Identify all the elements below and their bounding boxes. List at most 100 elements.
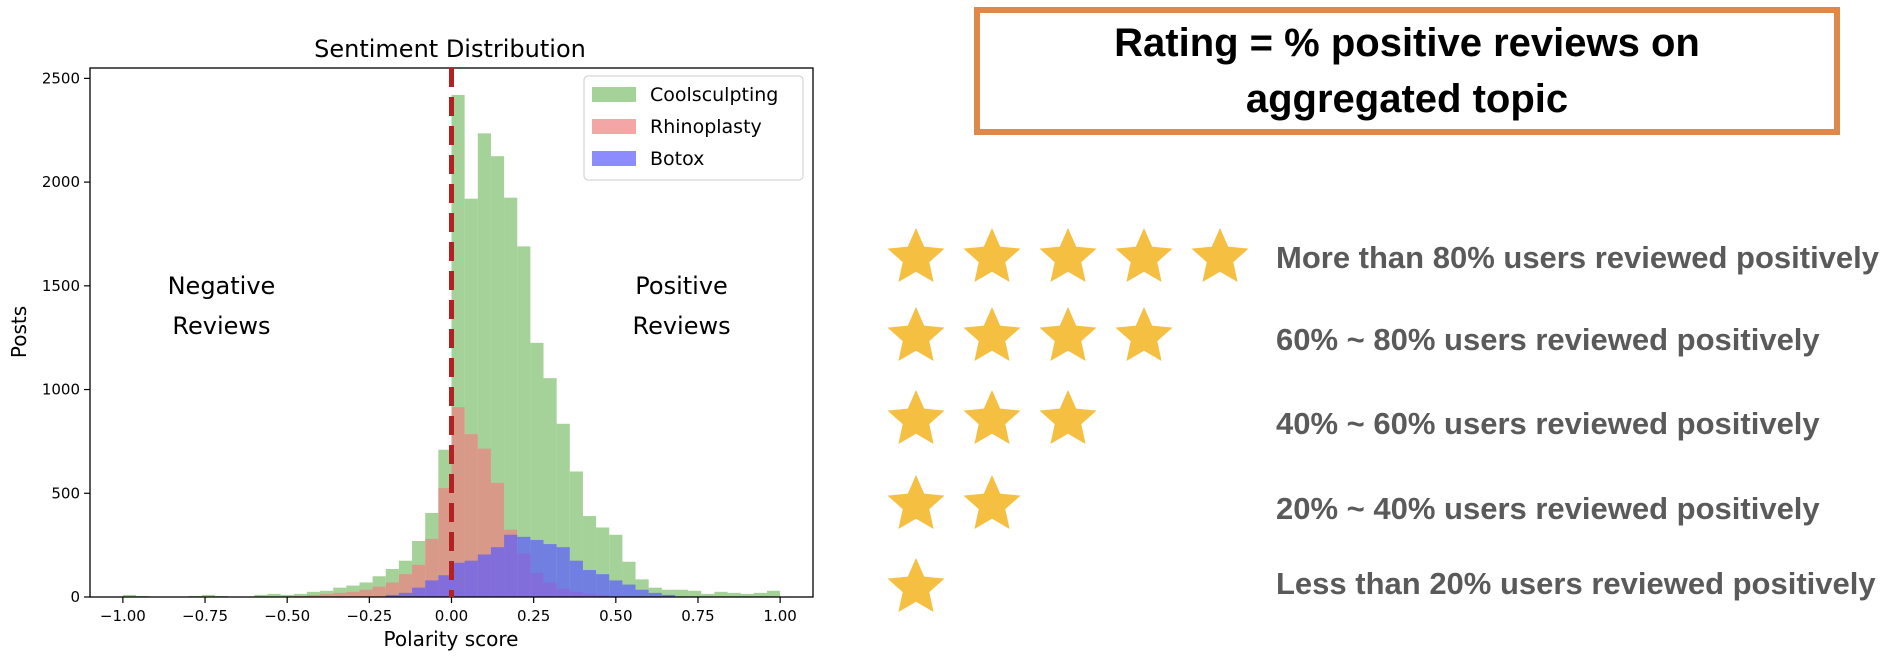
star-legend-row: 40% ~ 60% users reviewed positively bbox=[884, 388, 1898, 458]
coolsculpting-bar bbox=[280, 594, 294, 597]
botox-bar bbox=[609, 580, 623, 597]
rating-definition-box: Rating = % positive reviews on aggregate… bbox=[974, 7, 1840, 135]
annotation-text: Positive bbox=[635, 272, 728, 300]
botox-bar bbox=[635, 589, 649, 597]
star-icon bbox=[1112, 305, 1176, 367]
botox-bar bbox=[477, 554, 491, 597]
coolsculpting-bar bbox=[267, 593, 281, 597]
x-axis-ticks: −1.00 −0.75 −0.50 −0.25 0.00 0.25 0.50 0.75 1.00 bbox=[100, 597, 797, 625]
coolsculpting-bar bbox=[254, 594, 268, 597]
legend-frame bbox=[583, 75, 804, 181]
star-icon bbox=[884, 305, 948, 367]
star-legend-label: 20% ~ 40% users reviewed positively bbox=[1276, 491, 1820, 526]
annotation-text: Reviews bbox=[172, 312, 270, 340]
chart-legend: Coolsculpting Rhinoplasty Botox bbox=[583, 75, 804, 181]
y-tick-label: 2500 bbox=[42, 69, 80, 87]
botox-bar bbox=[661, 594, 675, 597]
x-axis-label: Polarity score bbox=[384, 627, 519, 651]
x-tick-label: −1.00 bbox=[100, 607, 146, 625]
star-icon bbox=[1036, 305, 1100, 367]
rating-definition-line-1: Rating = % positive reviews on bbox=[1114, 21, 1700, 65]
star-icon bbox=[960, 388, 1024, 450]
coolsculpting-bar bbox=[648, 587, 662, 597]
star-legend-label: 60% ~ 80% users reviewed positively bbox=[1276, 322, 1820, 357]
y-tick-label: 500 bbox=[51, 484, 80, 502]
botox-bar bbox=[490, 547, 505, 597]
x-tick-label: 0.25 bbox=[517, 607, 550, 625]
coolsculpting-bar bbox=[740, 593, 754, 597]
botox-bar bbox=[385, 594, 399, 597]
chart-title: Sentiment Distribution bbox=[314, 35, 586, 63]
botox-bar bbox=[517, 536, 531, 597]
rhinoplasty-bar bbox=[359, 589, 373, 597]
y-tick-label: 0 bbox=[70, 588, 80, 606]
legend-swatch bbox=[592, 119, 636, 134]
botox-bar bbox=[622, 584, 636, 597]
chart-annotations: Negative Reviews Positive Reviews bbox=[168, 272, 731, 340]
coolsculpting-bar bbox=[293, 593, 307, 597]
star-icon bbox=[884, 556, 948, 618]
coolsculpting-bar bbox=[306, 591, 321, 597]
x-tick-label: 0.50 bbox=[599, 607, 632, 625]
botox-bar bbox=[438, 575, 452, 597]
rhinoplasty-bar bbox=[438, 488, 452, 597]
legend-swatch bbox=[592, 151, 636, 166]
coolsculpting-bar bbox=[753, 592, 767, 597]
rating-definition-text: Rating = % positive reviews on aggregate… bbox=[1114, 15, 1700, 127]
coolsculpting-bar bbox=[727, 592, 741, 597]
coolsculpting-bar bbox=[122, 594, 137, 597]
annotation-text: Negative bbox=[168, 272, 276, 300]
star-icon bbox=[884, 226, 948, 288]
coolsculpting-bar bbox=[333, 587, 347, 597]
x-tick-label: 1.00 bbox=[763, 607, 796, 625]
star-icon bbox=[960, 473, 1024, 535]
botox-bar bbox=[648, 592, 662, 597]
botox-bar bbox=[451, 562, 465, 597]
rhinoplasty-bar bbox=[372, 586, 386, 597]
coolsculpting-bar bbox=[701, 593, 715, 597]
rhinoplasty-bar bbox=[333, 592, 347, 597]
legend-label: Botox bbox=[650, 148, 704, 170]
botox-bar bbox=[596, 574, 610, 597]
rhinoplasty-bar bbox=[464, 434, 478, 597]
coolsculpting-bar bbox=[661, 589, 675, 597]
y-axis-ticks: 0 500 1000 1500 2000 2500 bbox=[42, 69, 90, 606]
coolsculpting-bar bbox=[674, 589, 689, 597]
sentiment-histogram: Sentiment Distribution −1.00 −0.75 −0.50 −0… bbox=[7, 35, 814, 651]
annotation-text: Reviews bbox=[632, 312, 730, 340]
rating-definition-line-2: aggregated topic bbox=[1245, 77, 1569, 121]
coolsculpting-bar bbox=[517, 246, 531, 597]
star-legend-row: Less than 20% users reviewed positively bbox=[884, 556, 1898, 626]
histogram-bars bbox=[122, 94, 781, 598]
coolsculpting-bar bbox=[766, 590, 781, 597]
botox-bar bbox=[582, 570, 597, 597]
star-legend-row: 20% ~ 40% users reviewed positively bbox=[884, 473, 1898, 543]
x-tick-label: −0.50 bbox=[264, 607, 310, 625]
coolsculpting-bar bbox=[504, 197, 518, 597]
star-legend-row: More than 80% users reviewed positively bbox=[884, 226, 1898, 296]
rhinoplasty-bar bbox=[306, 594, 321, 597]
legend-label: Rhinoplasty bbox=[650, 116, 762, 138]
rhinoplasty-bar bbox=[385, 582, 399, 597]
star-legend-row: 60% ~ 80% users reviewed positively bbox=[884, 305, 1898, 375]
coolsculpting-bar bbox=[201, 594, 215, 597]
legend-swatch bbox=[592, 87, 636, 102]
botox-bar bbox=[556, 547, 570, 597]
legend-label: Coolsculpting bbox=[650, 84, 778, 106]
x-tick-label: 0.75 bbox=[681, 607, 714, 625]
star-icon bbox=[1036, 388, 1100, 450]
coolsculpting-bar bbox=[543, 378, 557, 597]
y-tick-label: 2000 bbox=[42, 173, 80, 191]
star-icon bbox=[960, 305, 1024, 367]
coolsculpting-bar bbox=[714, 591, 728, 597]
star-icon bbox=[1188, 226, 1252, 288]
coolsculpting-bar bbox=[346, 585, 360, 597]
botox-bar bbox=[530, 539, 544, 597]
botox-bar bbox=[504, 534, 518, 597]
rhinoplasty-bar bbox=[398, 574, 413, 597]
star-icon bbox=[960, 226, 1024, 288]
x-tick-label: −0.75 bbox=[182, 607, 228, 625]
star-legend-label: 40% ~ 60% users reviewed positively bbox=[1276, 406, 1820, 441]
rhinoplasty-bar bbox=[346, 591, 360, 597]
rhinoplasty-bar bbox=[451, 407, 465, 597]
